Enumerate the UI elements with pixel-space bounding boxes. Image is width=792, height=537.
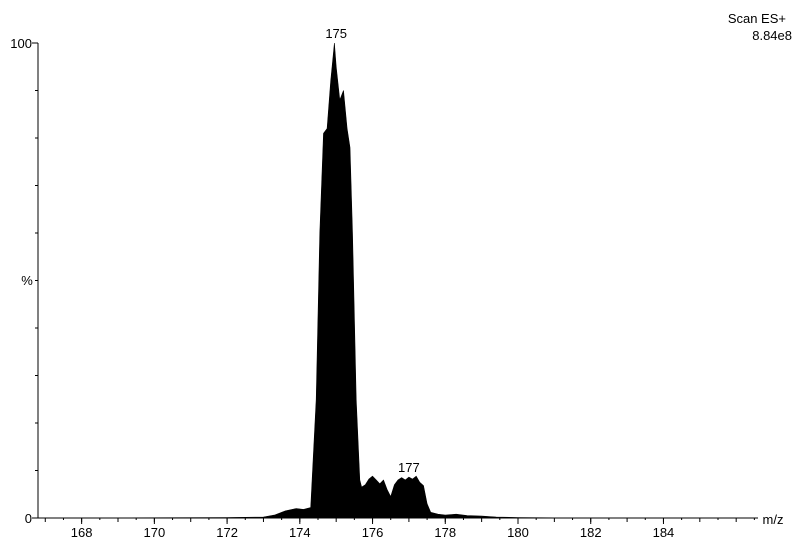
- x-tick-label: 184: [653, 525, 675, 537]
- x-tick-label: 176: [362, 525, 384, 537]
- spectrum-area-0: [37, 42, 759, 519]
- x-tick-label: 172: [216, 525, 238, 537]
- x-tick-label: 170: [144, 525, 166, 537]
- x-axis-label: m/z: [763, 512, 784, 527]
- x-tick-label: 174: [289, 525, 311, 537]
- x-tick-label: 178: [434, 525, 456, 537]
- x-tick-label: 182: [580, 525, 602, 537]
- y-axis-label: %: [21, 273, 33, 288]
- scan-label: Scan ES+: [728, 11, 786, 26]
- peak-label: 177: [398, 460, 420, 475]
- x-tick-label: 180: [507, 525, 529, 537]
- y-tick-label: 100: [10, 36, 32, 51]
- y-tick-label: 0: [25, 511, 32, 526]
- peak-label: 175: [325, 26, 347, 41]
- x-tick-label: 168: [71, 525, 93, 537]
- intensity-label: 8.84e8: [752, 28, 792, 43]
